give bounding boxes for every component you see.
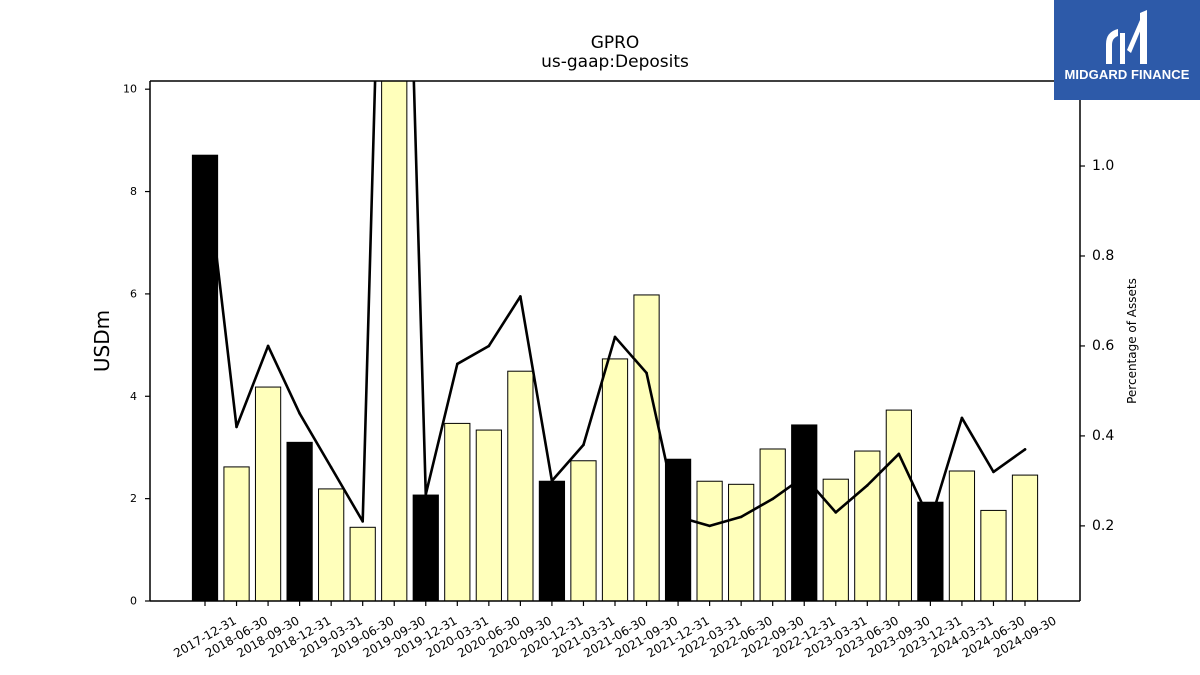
bar-2018-09-30	[254, 386, 282, 601]
line-point-2023-09-30	[897, 452, 901, 456]
line-point-2024-03-31	[960, 416, 964, 420]
bar-2020-06-30	[475, 429, 502, 601]
y2-tick-label: 1.0	[1092, 158, 1114, 174]
y-tick-label: 0	[130, 595, 137, 608]
line-point-2021-06-30	[613, 335, 617, 339]
bar-2019-03-31	[318, 488, 345, 601]
bar-2022-03-31	[696, 480, 723, 601]
line-point-2020-03-31	[456, 362, 459, 366]
bar-2018-12-31	[286, 441, 313, 601]
percentage-line-series	[203, 81, 1027, 528]
bar-2022-06-30	[728, 483, 755, 601]
logo-right-stroke	[1140, 10, 1147, 64]
y-tick-label: 6	[130, 287, 137, 300]
line-point-2020-12-31	[550, 479, 554, 483]
line-point-2019-06-30	[361, 520, 364, 523]
line-point-2021-12-31	[676, 515, 680, 519]
y2-tick-label: 0.8	[1092, 248, 1114, 264]
line-point-2020-09-30	[519, 295, 522, 298]
bar-2019-12-31	[412, 494, 439, 601]
line-point-2020-06-30	[487, 344, 491, 348]
bar-2022-09-30	[759, 448, 786, 601]
bar-2021-09-30	[633, 294, 660, 601]
bar-2024-09-30	[1011, 474, 1039, 601]
line-point-2024-06-30	[992, 470, 995, 474]
y-tick-label: 8	[130, 185, 137, 198]
logo-diagonal-stroke	[1127, 20, 1144, 53]
midgard-m-logo-icon	[1106, 10, 1147, 64]
midgard-finance-logo: MIDGARD FINANCE	[1054, 0, 1200, 100]
y-axis-label: USDm	[90, 310, 114, 372]
y2-axis-label: Percentage of Assets	[1125, 278, 1139, 404]
y-tick-label: 4	[130, 390, 137, 403]
bar-2019-09-30	[381, 81, 408, 601]
line-point-2019-12-31	[424, 493, 428, 496]
logo-left-stroke	[1106, 29, 1118, 64]
chart-subtitle: us-gaap:Deposits	[541, 52, 689, 72]
line-point-2021-03-31	[582, 443, 585, 447]
line-point-2023-12-31	[929, 520, 932, 523]
bar-2020-09-30	[507, 370, 534, 601]
chart-title: GPRO	[591, 33, 640, 53]
bar-2019-06-30	[349, 526, 376, 601]
y2-tick-label: 0.6	[1092, 338, 1114, 354]
logo-text: MIDGARD FINANCE	[1064, 67, 1190, 82]
bar-2024-06-30	[980, 509, 1007, 601]
bar-2020-03-31	[444, 422, 471, 601]
bar-2021-06-30	[601, 358, 629, 601]
bar-2020-12-31	[538, 480, 566, 601]
line-point-2022-03-31	[708, 524, 711, 528]
line-point-2024-09-30	[1023, 448, 1027, 451]
bar-2023-03-31	[822, 478, 849, 601]
line-point-2018-12-31	[298, 412, 301, 415]
line-point-2017-12-31	[203, 155, 207, 159]
line-point-2018-06-30	[235, 425, 238, 429]
bar-2022-12-31	[791, 424, 818, 601]
logo-middle-stroke	[1120, 33, 1125, 64]
y-tick-label: 10	[123, 83, 137, 96]
y2-tick-label: 0.2	[1092, 518, 1114, 534]
line-point-2022-09-30	[771, 497, 774, 501]
y-tick-label: 2	[130, 492, 137, 505]
line-point-2019-03-31	[329, 466, 333, 469]
bar-2018-06-30	[223, 466, 250, 601]
line-point-2023-06-30	[866, 484, 869, 487]
bar-2023-09-30	[885, 409, 912, 601]
line-point-2022-06-30	[739, 515, 743, 519]
line-point-2018-09-30	[266, 344, 270, 348]
line-point-2022-12-31	[802, 475, 806, 478]
bar-2021-03-31	[570, 460, 597, 601]
bar-2024-03-31	[948, 470, 976, 601]
line-point-2021-09-30	[645, 371, 648, 375]
y2-tick-label: 0.4	[1092, 428, 1114, 444]
bar-2023-06-30	[854, 450, 881, 601]
line-point-2023-03-31	[834, 511, 838, 514]
